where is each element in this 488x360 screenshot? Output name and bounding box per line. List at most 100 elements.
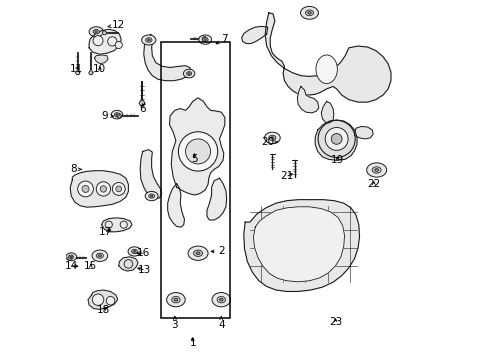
Ellipse shape [66, 253, 77, 261]
Ellipse shape [145, 192, 158, 201]
Text: 9: 9 [102, 111, 113, 121]
Ellipse shape [186, 72, 191, 76]
Ellipse shape [374, 168, 378, 171]
Ellipse shape [111, 111, 122, 119]
Polygon shape [264, 13, 390, 102]
Polygon shape [321, 102, 333, 123]
Ellipse shape [196, 252, 200, 255]
Circle shape [115, 41, 122, 49]
Ellipse shape [70, 256, 72, 258]
Polygon shape [143, 34, 190, 81]
Circle shape [178, 132, 217, 171]
Text: 23: 23 [328, 317, 342, 327]
Text: 8: 8 [70, 164, 81, 174]
Ellipse shape [300, 6, 318, 19]
Ellipse shape [183, 69, 194, 78]
Ellipse shape [147, 39, 150, 41]
Ellipse shape [166, 293, 185, 307]
Text: 6: 6 [139, 104, 146, 113]
Ellipse shape [212, 293, 230, 307]
Ellipse shape [96, 253, 103, 258]
Text: 15: 15 [84, 261, 97, 271]
Text: 16: 16 [137, 248, 150, 258]
Ellipse shape [171, 296, 180, 303]
Polygon shape [354, 126, 372, 139]
Text: 2: 2 [211, 247, 224, 256]
Circle shape [96, 182, 110, 196]
Ellipse shape [217, 296, 225, 303]
Text: 5: 5 [191, 154, 198, 163]
Text: 17: 17 [99, 227, 112, 237]
Circle shape [317, 120, 354, 157]
Ellipse shape [187, 73, 190, 75]
Ellipse shape [193, 250, 202, 256]
Ellipse shape [203, 39, 206, 41]
Polygon shape [70, 171, 128, 207]
Circle shape [331, 134, 341, 144]
Polygon shape [116, 113, 121, 118]
Polygon shape [102, 31, 106, 35]
Polygon shape [139, 101, 144, 106]
Ellipse shape [307, 12, 311, 14]
Ellipse shape [116, 114, 118, 116]
Bar [160, 42, 230, 318]
Text: 12: 12 [108, 19, 125, 30]
Text: 22: 22 [366, 179, 380, 189]
Ellipse shape [371, 167, 380, 173]
Circle shape [100, 186, 106, 192]
Polygon shape [169, 98, 224, 195]
Circle shape [92, 294, 103, 305]
Polygon shape [167, 184, 184, 227]
Text: 14: 14 [64, 261, 78, 271]
Ellipse shape [315, 55, 337, 84]
Polygon shape [89, 29, 121, 54]
Polygon shape [94, 55, 108, 64]
Polygon shape [88, 71, 93, 75]
Text: 18: 18 [97, 305, 110, 315]
Polygon shape [140, 150, 162, 199]
Circle shape [93, 36, 103, 46]
Ellipse shape [69, 255, 74, 258]
Circle shape [112, 183, 125, 195]
Text: 7: 7 [216, 34, 228, 44]
Text: 1: 1 [189, 338, 196, 347]
Circle shape [325, 127, 347, 150]
Polygon shape [253, 207, 344, 282]
Ellipse shape [95, 31, 98, 33]
Text: 10: 10 [93, 64, 106, 74]
Text: 21: 21 [280, 171, 293, 181]
Text: 20: 20 [261, 138, 277, 148]
Ellipse shape [133, 251, 136, 252]
Circle shape [107, 37, 117, 46]
Ellipse shape [148, 194, 154, 198]
Ellipse shape [188, 246, 207, 260]
Circle shape [106, 296, 115, 305]
Circle shape [185, 139, 210, 164]
Polygon shape [75, 71, 80, 75]
Ellipse shape [98, 255, 101, 257]
Ellipse shape [93, 30, 99, 34]
Ellipse shape [268, 135, 275, 140]
Ellipse shape [219, 298, 223, 301]
Text: 19: 19 [330, 156, 343, 165]
Ellipse shape [114, 113, 119, 117]
Polygon shape [297, 86, 318, 113]
Polygon shape [315, 120, 356, 160]
Text: 3: 3 [171, 316, 178, 330]
Ellipse shape [128, 247, 141, 256]
Text: 13: 13 [138, 265, 151, 275]
Polygon shape [244, 200, 359, 292]
Circle shape [116, 186, 122, 192]
Polygon shape [102, 218, 132, 232]
Ellipse shape [270, 137, 273, 139]
Polygon shape [67, 256, 73, 260]
Ellipse shape [150, 195, 153, 197]
Polygon shape [202, 37, 206, 41]
Ellipse shape [174, 298, 178, 301]
Ellipse shape [198, 35, 211, 44]
Polygon shape [241, 26, 267, 44]
Polygon shape [88, 290, 118, 309]
Ellipse shape [145, 38, 152, 42]
Ellipse shape [131, 249, 137, 253]
Text: 4: 4 [218, 316, 224, 330]
